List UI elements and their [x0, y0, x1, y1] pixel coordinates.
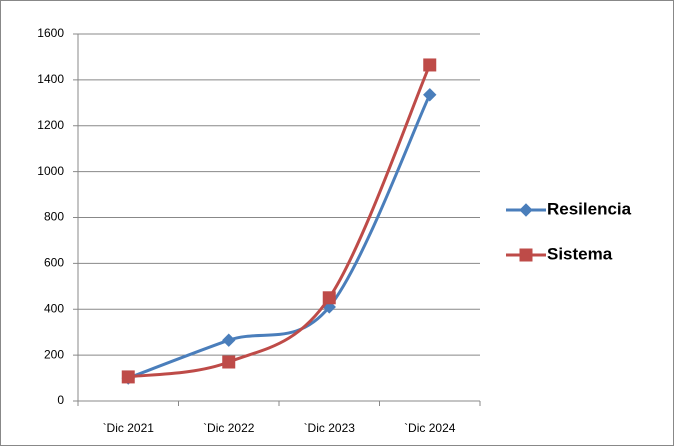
legend-label: Resilencia [547, 199, 632, 218]
data-point [222, 333, 236, 347]
y-tick-label: 600 [44, 256, 64, 270]
y-tick-label: 1600 [37, 26, 64, 40]
y-tick-label: 200 [44, 347, 64, 361]
x-tick-label: `Dic 2021 [103, 421, 155, 435]
y-tick-label: 0 [57, 393, 64, 407]
data-point [423, 88, 437, 102]
data-point [423, 58, 437, 72]
y-tick-label: 1400 [37, 72, 64, 86]
data-point [121, 370, 135, 384]
legend-marker [519, 203, 533, 217]
x-tick-label: `Dic 2024 [404, 421, 456, 435]
legend-marker [519, 248, 533, 262]
y-tick-label: 1200 [37, 118, 64, 132]
data-point [322, 291, 336, 305]
x-tick-label: `Dic 2023 [304, 421, 356, 435]
legend-label: Sistema [547, 244, 613, 263]
y-tick-label: 800 [44, 210, 64, 224]
y-tick-label: 400 [44, 301, 64, 315]
data-point [222, 355, 236, 369]
series-line [128, 64, 432, 379]
x-tick-label: `Dic 2022 [203, 421, 255, 435]
y-tick-label: 1000 [37, 164, 64, 178]
